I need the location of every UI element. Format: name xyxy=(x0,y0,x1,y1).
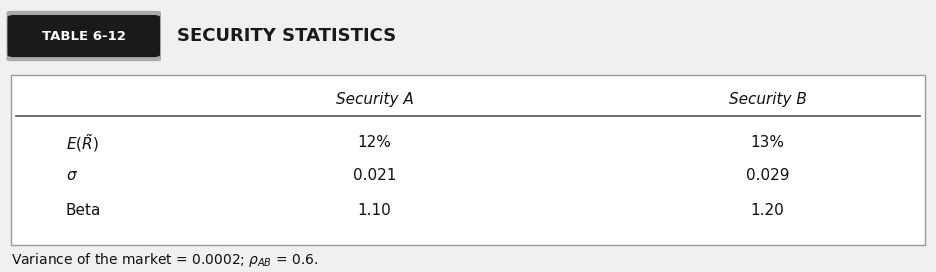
Text: 0.029: 0.029 xyxy=(746,168,789,183)
Text: $E(\tilde{R})$: $E(\tilde{R})$ xyxy=(66,132,98,154)
Text: 1.10: 1.10 xyxy=(358,203,391,218)
FancyBboxPatch shape xyxy=(11,75,925,245)
Text: $\sigma$: $\sigma$ xyxy=(66,168,78,183)
Text: TABLE 6-12: TABLE 6-12 xyxy=(42,30,125,42)
Text: 0.021: 0.021 xyxy=(353,168,396,183)
Text: Variance of the market = 0.0002; $\rho_{AB}$ = 0.6.: Variance of the market = 0.0002; $\rho_{… xyxy=(11,251,318,269)
FancyBboxPatch shape xyxy=(7,11,161,61)
Text: Beta: Beta xyxy=(66,203,101,218)
Text: Security B: Security B xyxy=(728,92,807,107)
Text: 12%: 12% xyxy=(358,135,391,150)
Text: Security A: Security A xyxy=(335,92,414,107)
Text: SECURITY STATISTICS: SECURITY STATISTICS xyxy=(177,27,396,45)
Text: 1.20: 1.20 xyxy=(751,203,784,218)
FancyBboxPatch shape xyxy=(7,15,160,57)
Text: 13%: 13% xyxy=(751,135,784,150)
